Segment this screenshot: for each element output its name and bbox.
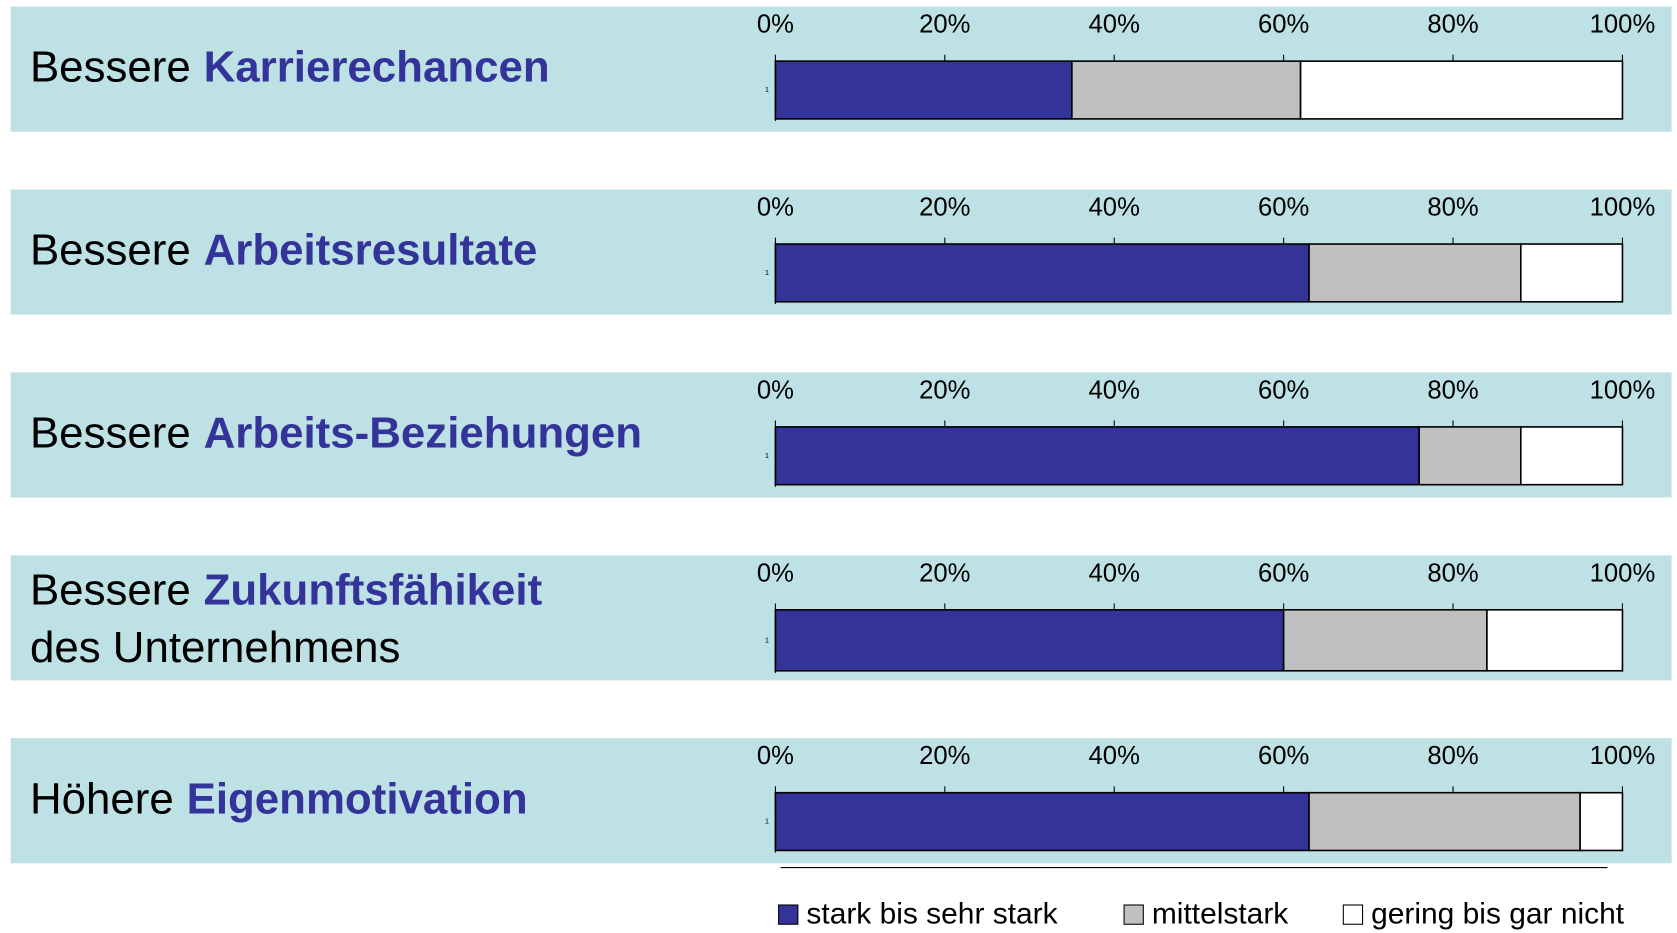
bar-segment <box>774 426 1420 486</box>
y-tick-label: 1 <box>765 635 769 644</box>
title-prefix: Höhere <box>30 774 174 823</box>
x-tick-label: 100% <box>1590 11 1656 39</box>
legend-label: gering bis gar nicht <box>1371 898 1625 931</box>
bar-segment <box>774 60 1073 120</box>
title-emphasis: Zukunftsfähikeit <box>204 565 543 614</box>
x-tick-label: 40% <box>1089 742 1140 770</box>
x-tick-label: 80% <box>1427 559 1478 587</box>
title-emphasis: Karrierechancen <box>204 42 550 91</box>
legend-swatch <box>778 904 799 925</box>
title-prefix: Bessere <box>30 42 191 91</box>
row-title: Bessere Arbeits-Beziehungen <box>30 408 642 457</box>
row-title: Bessere Arbeitsresultate <box>30 225 538 274</box>
x-tick-label: 0% <box>757 194 794 222</box>
bar-segment <box>1282 609 1488 672</box>
x-tick-label: 0% <box>757 11 794 39</box>
x-tick-label: 80% <box>1427 376 1478 404</box>
title-prefix: Bessere <box>30 225 191 274</box>
legend-label: mittelstark <box>1152 898 1289 931</box>
x-tick-label: 40% <box>1089 194 1140 222</box>
x-tick-label: 20% <box>919 11 970 39</box>
bar-segment <box>774 243 1310 303</box>
bar-segment <box>1579 791 1624 852</box>
bar-segment <box>774 609 1285 672</box>
x-tick-label: 0% <box>757 742 794 770</box>
bar-segment <box>1071 60 1302 120</box>
bar-segment <box>1418 426 1522 486</box>
x-tick-label: 20% <box>919 194 970 222</box>
row-title: Höhere Eigenmotivation <box>30 774 528 823</box>
title-emphasis: Arbeitsresultate <box>204 225 538 274</box>
title-line2: des Unternehmens <box>30 623 400 672</box>
x-tick-label: 100% <box>1590 376 1656 404</box>
legend-swatch <box>1123 904 1144 925</box>
bar-segment <box>1520 426 1624 486</box>
x-tick-label: 100% <box>1590 559 1656 587</box>
x-tick-label: 40% <box>1089 11 1140 39</box>
row-title: Bessere Karrierechancen <box>30 42 550 91</box>
title-emphasis: Arbeits-Beziehungen <box>204 408 642 457</box>
x-tick-label: 40% <box>1089 376 1140 404</box>
row-title: Bessere Zukunftsfähikeit <box>30 565 543 614</box>
legend-swatch <box>1342 904 1364 925</box>
x-tick-label: 60% <box>1258 742 1309 770</box>
legend-label: stark bis sehr stark <box>806 898 1058 931</box>
y-tick-label: 1 <box>765 85 769 94</box>
bar-segment <box>1520 243 1624 303</box>
x-tick-label: 80% <box>1427 194 1478 222</box>
title-emphasis: Eigenmotivation <box>187 774 528 823</box>
x-tick-label: 0% <box>757 376 794 404</box>
x-tick-label: 40% <box>1089 559 1140 587</box>
x-tick-label: 60% <box>1258 376 1309 404</box>
bar-segment <box>774 791 1310 852</box>
y-tick-label: 1 <box>765 268 769 277</box>
bar-segment <box>1308 243 1522 303</box>
bar-segment <box>1486 609 1624 672</box>
y-tick-label: 1 <box>765 817 769 826</box>
x-tick-label: 20% <box>919 742 970 770</box>
x-tick-label: 60% <box>1258 559 1309 587</box>
x-tick-label: 80% <box>1427 742 1478 770</box>
title-prefix: Bessere <box>30 408 191 457</box>
bar-segment <box>1299 60 1624 120</box>
x-tick-label: 20% <box>919 376 970 404</box>
x-tick-label: 80% <box>1427 11 1478 39</box>
x-tick-label: 0% <box>757 559 794 587</box>
y-tick-label: 1 <box>765 451 769 460</box>
x-tick-label: 60% <box>1258 11 1309 39</box>
x-tick-label: 100% <box>1590 194 1656 222</box>
x-tick-label: 60% <box>1258 194 1309 222</box>
x-tick-label: 100% <box>1590 742 1656 770</box>
title-prefix: Bessere <box>30 565 191 614</box>
bar-segment <box>1308 791 1581 852</box>
x-tick-label: 20% <box>919 559 970 587</box>
